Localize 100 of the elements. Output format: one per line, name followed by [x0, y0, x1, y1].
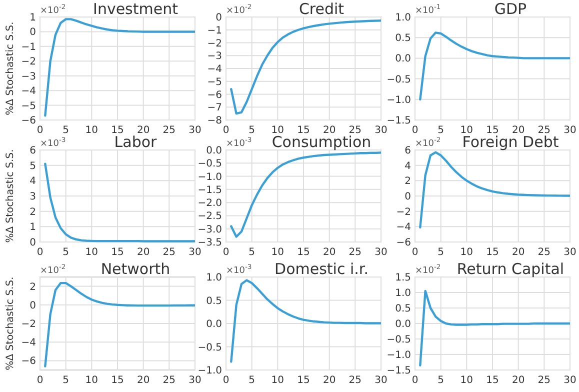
x-tick-label: 15	[111, 125, 124, 136]
x-tick-label: 25	[162, 375, 176, 386]
x-tick-label: 25	[162, 125, 176, 136]
x-tick-label: 30	[374, 125, 388, 136]
y-tick-label: 1.0	[206, 272, 222, 284]
x-tick-label: 30	[374, 247, 388, 258]
y-axis-title: %Δ Stochastic S.S.	[5, 149, 16, 243]
y-tick-label: −3.5	[198, 238, 222, 248]
chart-title: GDP	[494, 0, 527, 18]
y-tick-label: 0.0	[206, 146, 222, 156]
x-tick-label: 5	[62, 247, 70, 258]
y-axis-title: %Δ Stochastic S.S.	[5, 22, 16, 116]
text: ×10$^{-3}$	[40, 136, 66, 149]
x-tick-label: 20	[322, 375, 336, 386]
y-tick-label: 4	[404, 160, 411, 172]
y-tick-label: −2	[21, 56, 36, 68]
x-tick-label: 10	[271, 375, 284, 386]
y-tick-label: −1.0	[386, 94, 411, 106]
y-tick-label: −0.5	[386, 74, 411, 86]
x-tick-label: 5	[248, 375, 256, 386]
x-tick-label: 5	[62, 125, 70, 136]
y-tick-label: 6	[404, 146, 411, 156]
x-tick-label: 15	[486, 375, 499, 386]
x-tick-label: 20	[322, 247, 336, 258]
text: ×10$^{-1}$	[415, 3, 441, 16]
y-tick-label: −2.0	[198, 198, 222, 210]
y-tick-label: −0.5	[198, 158, 222, 170]
text: ×10$^{-2}$	[415, 263, 441, 276]
x-tick-label: 20	[136, 375, 150, 386]
y-tick-label: 4	[30, 176, 36, 188]
y-tick-label: 1.0	[395, 288, 411, 299]
x-tick-label: 20	[136, 125, 150, 136]
x-tick-label: 15	[111, 247, 124, 258]
y-tick-label: −4	[21, 338, 36, 349]
x-tick-label: 25	[348, 375, 362, 386]
y-tick-label: −3.0	[198, 224, 222, 236]
chart-title: Consumption	[272, 133, 372, 151]
x-tick-label: 0	[222, 375, 230, 386]
y-tick-label: −6	[21, 356, 36, 368]
y-tick-label: −4	[21, 86, 36, 98]
chart-title: Networth	[100, 260, 170, 278]
y-tick-label: −0.5	[198, 342, 222, 354]
y-tick-label: −4	[207, 64, 222, 75]
y-tick-label: −4	[396, 222, 411, 234]
line-series	[230, 279, 381, 363]
x-tick-label: 15	[486, 125, 499, 136]
x-tick-label: 30	[188, 125, 202, 136]
x-tick-label: 30	[564, 247, 576, 258]
x-tick-label: 0	[412, 247, 418, 258]
x-tick-label: 5	[62, 375, 70, 386]
y-tick-label: 0.0	[395, 54, 411, 65]
x-tick-label: 15	[486, 247, 499, 258]
x-tick-label: 20	[322, 125, 336, 136]
x-tick-label: 25	[538, 125, 551, 136]
line-series	[230, 20, 381, 115]
x-tick-label: 10	[460, 247, 474, 258]
x-tick-label: 10	[85, 247, 98, 258]
x-tick-label: 25	[538, 247, 551, 258]
x-tick-label: 0	[222, 125, 230, 136]
y-tick-label: 1	[30, 12, 36, 24]
y-tick-label: 2	[30, 282, 36, 293]
line-series	[44, 282, 195, 368]
x-tick-label: 0	[36, 375, 44, 386]
y-tick-label: −5	[207, 76, 222, 88]
x-tick-label: 0	[222, 247, 230, 258]
y-tick-label: −6	[396, 238, 411, 248]
x-tick-label: 30	[188, 247, 202, 258]
y-tick-label: 0.5	[206, 296, 222, 307]
chart-title: Investment	[93, 0, 178, 18]
y-tick-label: 1	[30, 222, 36, 234]
chart-title: Labor	[114, 133, 158, 151]
text: ×10$^{-3}$	[226, 263, 252, 276]
x-tick-label: 0	[36, 125, 44, 136]
x-tick-label: 30	[374, 375, 388, 386]
y-tick-label: −1.5	[386, 116, 411, 126]
x-tick-label: 25	[538, 375, 551, 386]
y-tick-label: −1	[21, 42, 36, 53]
x-tick-label: 30	[564, 125, 576, 136]
y-tick-label: 0	[216, 12, 222, 24]
y-tick-label: 1.0	[395, 12, 411, 24]
x-tick-label: 30	[564, 375, 576, 386]
y-tick-label: −1	[207, 25, 222, 36]
x-tick-label: 15	[297, 375, 310, 386]
y-tick-label: 0.5	[395, 304, 411, 314]
x-tick-label: 25	[348, 125, 362, 136]
text: ×10$^{-2}$	[40, 3, 66, 16]
y-tick-label: −7	[207, 102, 222, 114]
text: ×10$^{-2}$	[226, 3, 252, 16]
x-tick-label: 10	[85, 375, 98, 386]
chart-title: Foreign Debt	[462, 133, 559, 151]
line-series	[44, 18, 195, 117]
y-tick-label: −0.5	[386, 334, 411, 346]
line-series	[419, 32, 570, 100]
x-tick-label: 10	[271, 125, 284, 136]
x-tick-label: 5	[438, 247, 444, 258]
y-axis-title: %Δ Stochastic S.S.	[5, 276, 16, 370]
line-series	[44, 162, 195, 242]
x-tick-label: 15	[111, 375, 124, 386]
x-tick-label: 10	[460, 125, 474, 136]
x-tick-label: 0	[412, 375, 418, 386]
